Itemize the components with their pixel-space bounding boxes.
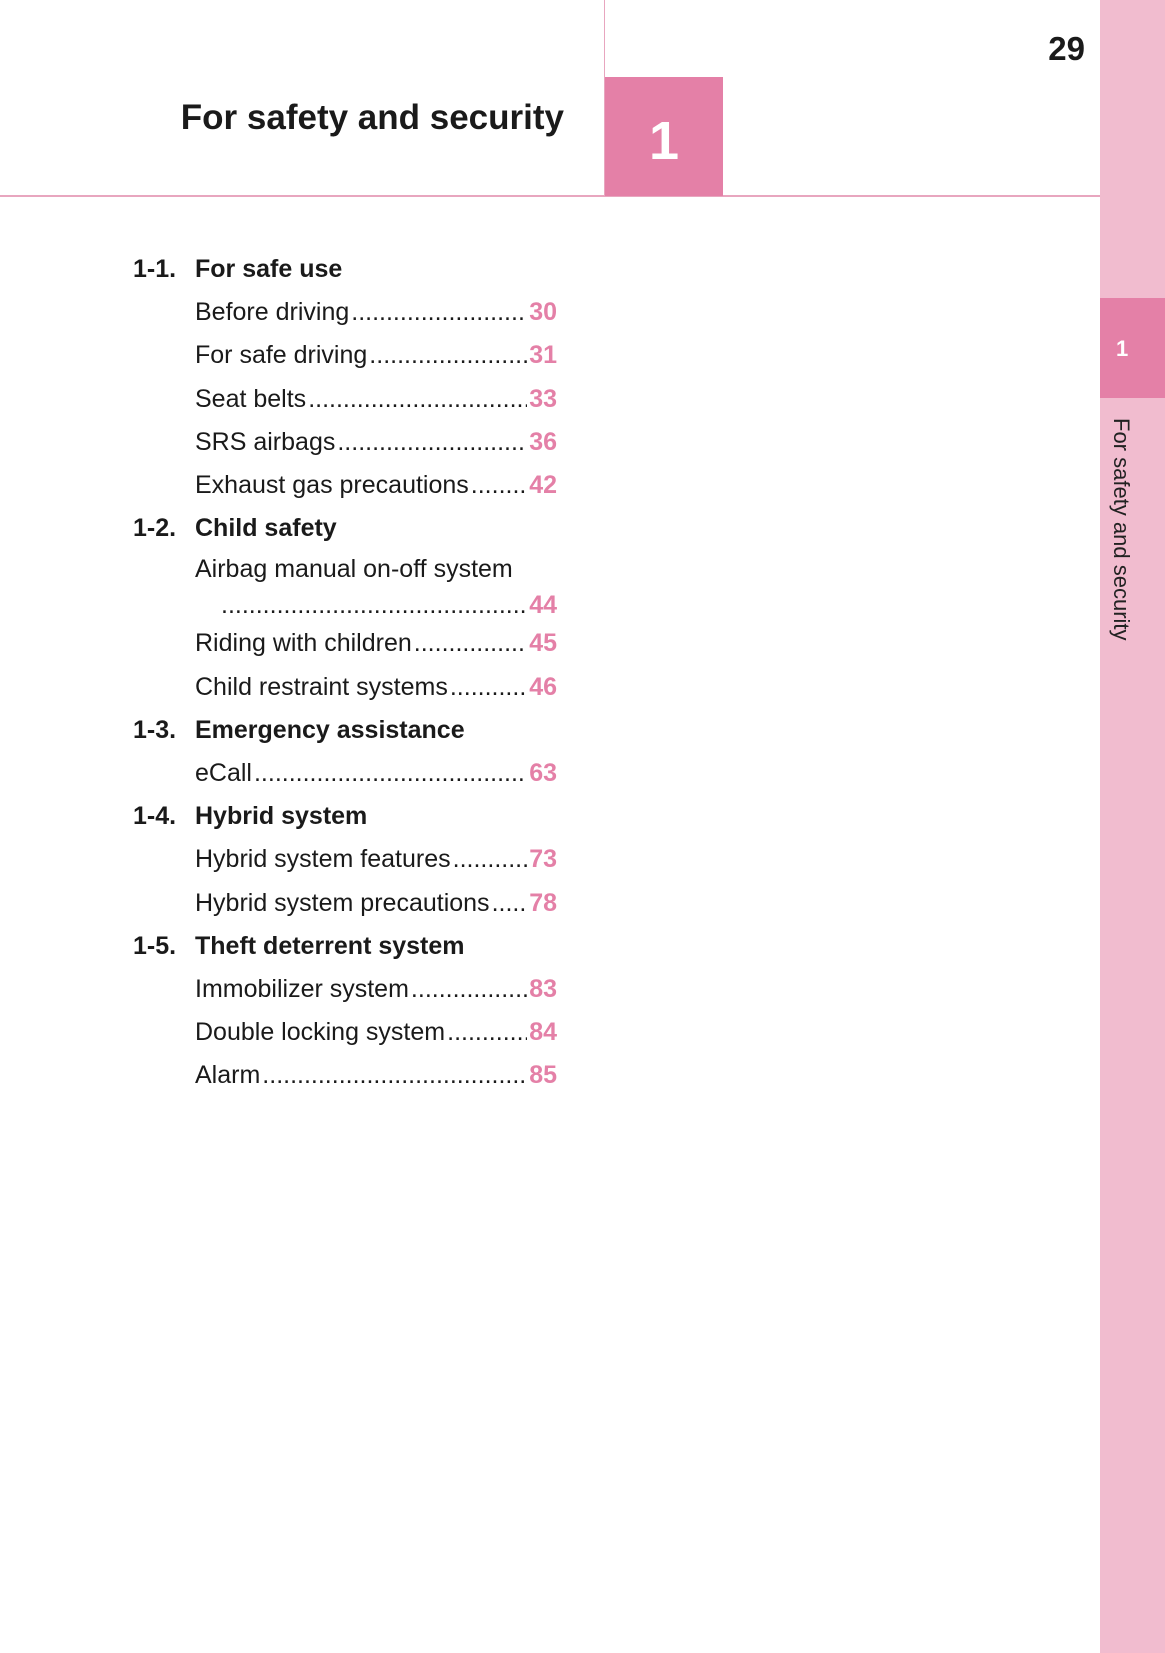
entry-label: Hybrid system features [195,845,451,874]
entry-label: For safe driving [195,341,368,370]
toc-section-heading[interactable]: 1-3. Emergency assistance [133,709,557,752]
dot-leader [492,889,528,918]
table-of-contents: 1-1. For safe use Before driving 30 For safe… [133,248,557,1097]
entry-label: Double locking system [195,1018,446,1047]
dot-leader [411,975,527,1004]
side-tab-strip [1100,0,1165,1653]
toc-entry[interactable]: Exhaust gas precautions 42 [195,464,557,507]
dot-leader [450,673,527,702]
entry-page[interactable]: 44 [529,590,557,619]
header-divider [0,195,1100,197]
entry-label: Seat belts [195,384,307,413]
entry-page[interactable]: 36 [529,427,557,456]
toc-entry[interactable]: Riding with children 45 [195,622,557,665]
entry-label: Alarm [195,1061,261,1090]
entry-label: Exhaust gas precautions [195,471,469,500]
entry-page[interactable]: 42 [529,471,557,500]
page-number: 29 [1048,30,1085,67]
section-number: 1-1. [133,255,177,284]
entry-page[interactable]: 84 [529,1018,557,1047]
section-title: Emergency assistance [195,715,465,744]
side-chapter-tab[interactable]: 1 [1100,298,1165,398]
dot-leader [221,591,527,620]
dot-leader [351,298,527,327]
section-number: 1-2. [133,514,177,543]
section-number: 1-4. [133,802,177,831]
toc-entry[interactable]: Before driving 30 [195,291,557,334]
toc-entry[interactable]: Hybrid system features 73 [195,838,557,881]
dot-leader [471,471,527,500]
section-title: Child safety [195,514,337,543]
chapter-number-box: 1 [605,77,723,196]
header-divider-vertical [604,0,605,195]
entry-page[interactable]: 46 [529,672,557,701]
toc-section-heading[interactable]: 1-2. Child safety [133,507,557,550]
entry-page[interactable]: 73 [529,845,557,874]
toc-entry[interactable]: Alarm 85 [195,1054,557,1097]
toc-section-heading[interactable]: 1-5. Theft deterrent system [133,925,557,968]
page-title: For safety and security [180,98,564,137]
section-title: For safe use [195,255,343,284]
dot-leader [369,341,527,370]
entry-label: Hybrid system precautions [195,888,490,917]
toc-entry[interactable]: Hybrid system precautions 78 [195,881,557,924]
entry-page[interactable]: 63 [529,758,557,787]
section-number: 1-5. [133,931,177,960]
entry-label: Child restraint systems [195,672,448,701]
entry-page[interactable]: 78 [529,888,557,917]
entry-page[interactable]: 31 [529,341,557,370]
entry-label: Immobilizer system [195,974,409,1003]
section-title: Hybrid system [195,802,368,831]
dot-leader [337,428,527,457]
entry-label: Airbag manual on-off system [195,554,513,583]
entry-page[interactable]: 83 [529,974,557,1003]
toc-entry[interactable]: eCall 63 [195,752,557,795]
toc-section-heading[interactable]: 1-1. For safe use [133,248,557,291]
toc-entry-continuation[interactable]: 44 [219,588,557,622]
dot-leader [414,629,527,658]
dot-leader [447,1018,527,1047]
entry-label: eCall [195,758,252,787]
chapter-number: 1 [648,110,680,171]
side-chapter-number: 1 [1116,336,1129,361]
entry-label: SRS airbags [195,427,336,456]
toc-entry[interactable]: Double locking system 84 [195,1011,557,1054]
toc-entry[interactable]: Seat belts 33 [195,378,557,421]
toc-entry[interactable]: Airbag manual on-off system [195,550,557,588]
toc-entry[interactable]: Child restraint systems 46 [195,666,557,709]
dot-leader [262,1061,527,1090]
toc-entry[interactable]: SRS airbags 36 [195,421,557,464]
side-chapter-label: For safety and security [1109,418,1134,641]
toc-entry[interactable]: For safe driving 31 [195,334,557,377]
section-number: 1-3. [133,715,177,744]
entry-page[interactable]: 33 [529,384,557,413]
dot-leader [308,385,527,414]
entry-label: Before driving [195,298,350,327]
toc-section-heading[interactable]: 1-4. Hybrid system [133,795,557,838]
entry-page[interactable]: 45 [529,629,557,658]
dot-leader [453,845,528,874]
dot-leader [254,759,527,788]
entry-page[interactable]: 30 [529,298,557,327]
entry-page[interactable]: 85 [529,1061,557,1090]
entry-label: Riding with children [195,629,412,658]
section-title: Theft deterrent system [195,931,465,960]
toc-entry[interactable]: Immobilizer system 83 [195,968,557,1011]
